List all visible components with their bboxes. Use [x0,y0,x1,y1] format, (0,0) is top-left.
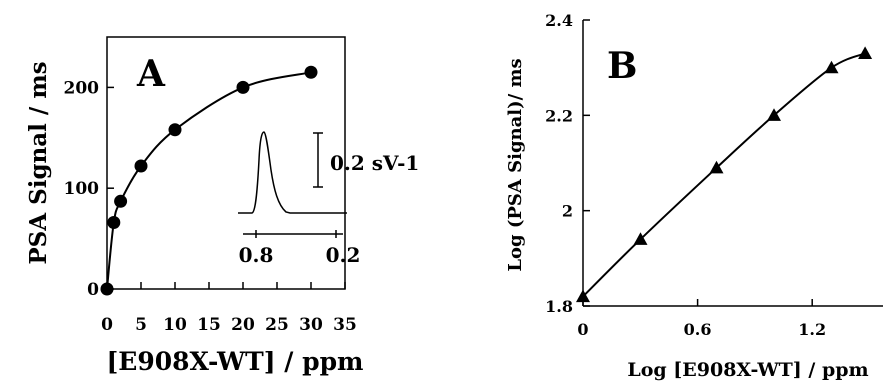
data-points-a [100,65,318,296]
inset-scale-bar-label: 0.2 sV-1 [330,151,419,175]
data-point-a-0 [100,282,114,296]
data-point-a-5 [236,80,250,94]
y-tick-label-b-1: 2 [562,202,573,221]
x-tick-label-a-5: 25 [265,315,289,335]
data-point-b-2 [709,160,724,174]
y-tick-label-b-2: 2.2 [545,106,573,125]
x-tick-label-a-6: 30 [299,315,323,335]
data-point-a-1 [107,215,121,229]
x-axis-label-a: [E908X-WT] / ppm [106,347,363,376]
y-ticks-a: 0 100 200 [64,78,114,300]
y-axis-label-a: PSA Signal / ms [25,61,52,264]
data-points-b [576,46,873,303]
data-point-a-6 [304,65,318,79]
y-ticks-b: 1.8 2 2.2 2.4 [545,11,590,316]
x-tick-label-b-2: 1.2 [798,320,826,339]
inset-peak: 0.8 0.2 0.2 sV-1 peak [238,131,419,267]
y-tick-label-b-0: 1.8 [545,297,573,316]
x-tick-label-b-1: 0.6 [684,320,712,339]
data-point-b-3 [767,108,781,121]
inset-peak-trace [238,131,347,214]
plot-frame-a [106,36,346,290]
inset-tick-label-right: 0.2 [326,243,361,267]
panel-label-b: B [607,45,637,87]
panel-b: 1.8 2 2.2 2.4 0 0.6 1.2 B Log [E908X-WT] / pp… [505,11,883,381]
x-tick-label-a-1: 5 [135,315,147,335]
x-tick-label-a-7: 35 [333,315,357,335]
data-point-a-2 [114,194,128,208]
data-point-b-0 [576,289,590,303]
y-axis-label-b: Log (PSA Signal)/ ms [505,58,526,271]
x-ticks-a: 0 5 10 15 20 25 30 35 [101,282,357,335]
x-ticks-b: 0 0.6 1.2 [577,299,826,339]
y-tick-label-b-3: 2.4 [545,11,573,30]
y-tick-label-a-1: 100 [64,179,100,199]
panel-label-a: A [136,53,166,95]
fit-curve-b [582,52,866,298]
inset-tick-label-left: 0.8 [239,243,274,267]
fit-curve-a [106,71,312,290]
x-tick-label-b-0: 0 [577,320,588,339]
x-tick-label-a-3: 15 [197,315,221,335]
y-tick-label-a-0: 0 [87,280,99,300]
data-point-a-3 [134,159,148,173]
x-tick-label-a-2: 10 [163,315,187,335]
x-axis-label-b: Log [E908X-WT] / ppm [627,359,868,381]
panel-a: 0 100 200 0 5 10 15 20 25 30 35 A [E908X-WT] / pp… [25,36,419,376]
y-tick-label-a-2: 200 [64,78,100,98]
data-point-b-1 [633,232,648,245]
data-point-b-4 [824,60,839,74]
x-tick-label-a-0: 0 [101,315,113,335]
x-tick-label-a-4: 20 [231,315,255,335]
data-point-a-4 [168,123,182,137]
data-point-b-5 [858,46,873,59]
